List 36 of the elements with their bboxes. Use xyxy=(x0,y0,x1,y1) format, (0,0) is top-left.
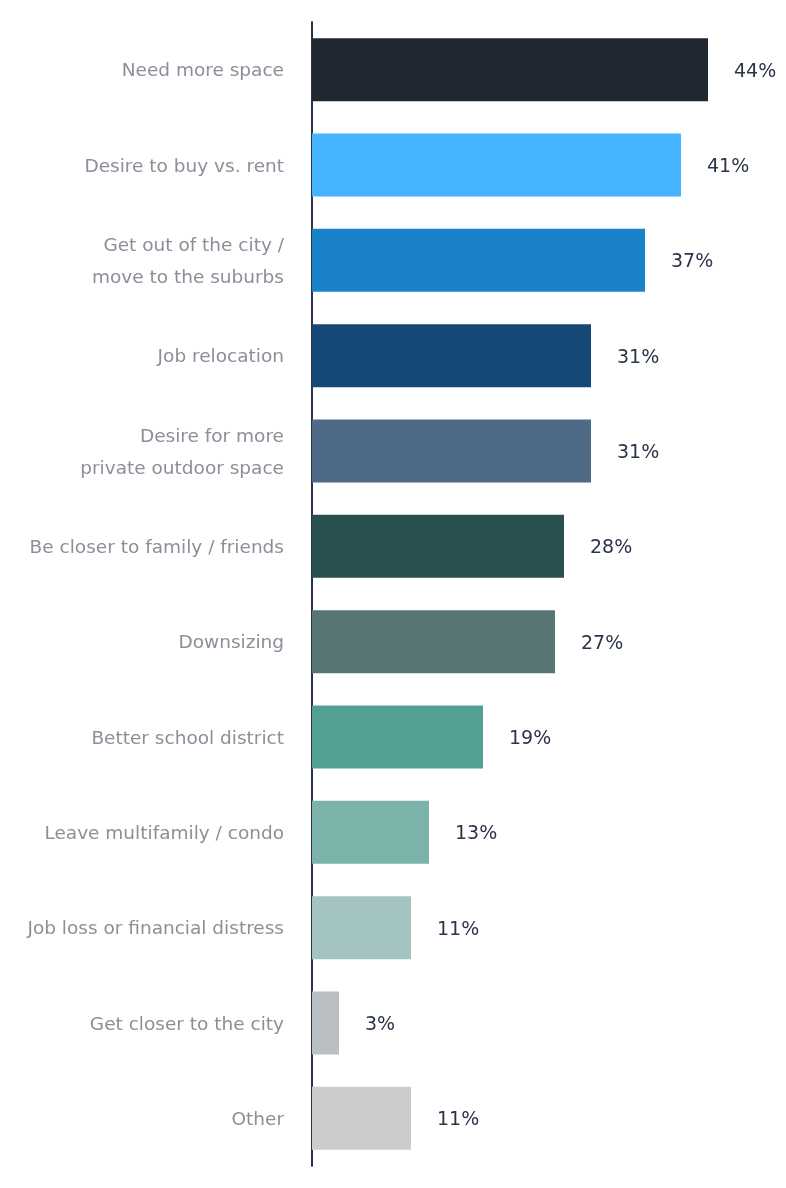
bar xyxy=(312,800,429,864)
bar xyxy=(312,610,555,674)
y-tick-label: Need more space xyxy=(121,59,284,81)
data-label: 41% xyxy=(707,154,750,176)
y-tick-label: Desire for more private outdoor space xyxy=(80,424,284,478)
data-label: 31% xyxy=(617,344,660,367)
data-label: 11% xyxy=(437,916,480,939)
y-tick-label: Other xyxy=(231,1107,285,1129)
bar xyxy=(312,896,411,960)
data-label: 28% xyxy=(590,535,633,558)
y-tick-label: Get out of the city / move to the suburbs xyxy=(91,233,285,287)
y-tick-label: Better school district xyxy=(91,726,284,748)
data-label: 13% xyxy=(455,821,498,844)
bar xyxy=(312,514,564,578)
bar xyxy=(312,228,645,292)
y-tick-label: Job loss or financial distress xyxy=(26,917,284,939)
bar xyxy=(312,324,591,388)
data-label: 27% xyxy=(581,630,624,653)
y-tick-label: Leave multifamily / condo xyxy=(44,821,284,843)
data-label: 19% xyxy=(509,726,552,748)
y-tick-label: Get closer to the city xyxy=(89,1012,285,1034)
bar xyxy=(312,1086,411,1150)
bar xyxy=(312,705,483,769)
y-tick-label: Be closer to family / friends xyxy=(29,535,284,557)
bar xyxy=(312,991,339,1055)
data-label: 31% xyxy=(617,440,660,462)
data-label: 11% xyxy=(437,1107,480,1130)
data-label: 3% xyxy=(365,1012,396,1034)
y-tick-label: Job relocation xyxy=(156,345,284,367)
bar xyxy=(312,419,591,483)
bar xyxy=(312,133,681,197)
y-tick-label: Desire to buy vs. rent xyxy=(84,154,284,176)
data-label: 44% xyxy=(734,58,777,81)
bar xyxy=(312,38,708,102)
data-label: 37% xyxy=(671,249,714,272)
y-tick-label: Downsizing xyxy=(178,631,284,653)
